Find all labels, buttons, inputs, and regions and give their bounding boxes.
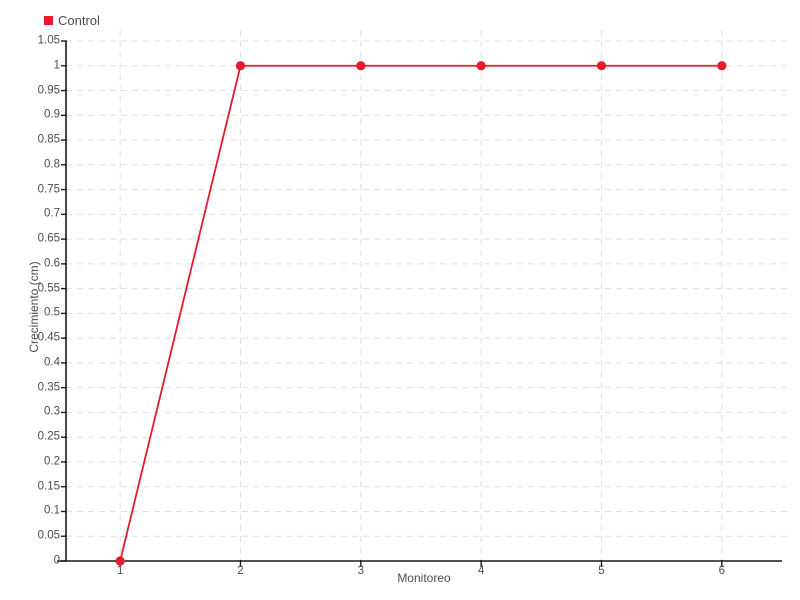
y-tick-label: 0.2 (44, 455, 60, 468)
x-tick-label: 3 (357, 565, 365, 577)
y-tick-label: 0.5 (44, 306, 60, 319)
y-tick-label: 0.25 (37, 430, 60, 443)
x-tick-label: 1 (116, 565, 124, 577)
y-tick-label: 0.15 (37, 479, 60, 492)
x-tick-label: 6 (718, 565, 726, 577)
y-tick-label: 0.75 (37, 182, 60, 195)
y-tick-label: 0.8 (44, 158, 60, 171)
y-tick-label: 0.05 (37, 529, 60, 542)
y-tick-label: 1 (53, 59, 60, 71)
y-tick-label: 0.7 (44, 207, 60, 220)
y-tick-label: 0 (53, 554, 60, 567)
y-axis-title: Crecimiento (cm) (27, 261, 41, 353)
legend-label-control: Control (58, 12, 100, 28)
y-tick-label: 0.95 (37, 83, 60, 96)
y-tick-label: 0.45 (37, 331, 60, 344)
x-tick-label: 5 (598, 565, 605, 577)
y-tick-label: 0.9 (44, 108, 60, 121)
series-control (115, 61, 727, 566)
axis-tick-marks (61, 40, 723, 567)
x-tick-label: 4 (477, 565, 485, 577)
x-tick-label: 2 (237, 565, 244, 577)
y-tick-label: 0.6 (44, 257, 60, 270)
y-tick-label: 0.1 (44, 504, 60, 517)
y-tick-label: 1.05 (37, 34, 60, 47)
y-tick-label: 0.55 (37, 281, 60, 294)
x-axis-title: Monitoreo (397, 571, 451, 585)
horizontal-gridlines (66, 40, 790, 537)
vertical-gridlines (119, 30, 723, 561)
legend-marker-control (44, 15, 53, 25)
chart-legend: Control (44, 12, 100, 28)
y-tick-label: 0.85 (37, 133, 60, 146)
y-tick-label: 0.4 (44, 356, 60, 369)
y-axis-tick-labels: 1.05 1 0.95 0.9 0.85 0.8 0.75 0.7 0.65 0.6 0.55 0.5… (10, 0, 60, 600)
y-tick-label: 0.3 (44, 405, 60, 418)
y-tick-label: 0.35 (37, 380, 60, 393)
axis-lines (57, 41, 782, 562)
y-tick-label: 0.65 (37, 232, 60, 245)
